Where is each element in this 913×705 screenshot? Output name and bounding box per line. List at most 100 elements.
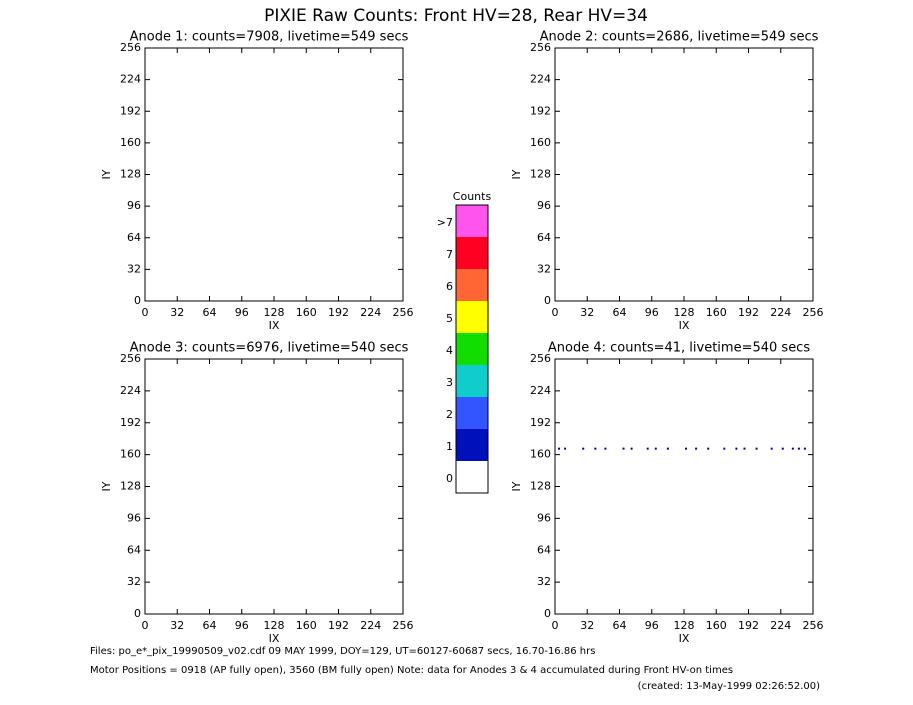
x-tick-label: 64 bbox=[203, 306, 217, 319]
colorbar-label: 2 bbox=[446, 408, 453, 421]
colorbar-label: 6 bbox=[446, 280, 453, 293]
x-tick-label: 192 bbox=[738, 306, 759, 319]
colorbar-label: 4 bbox=[446, 344, 453, 357]
colorbar-title: Counts bbox=[453, 190, 492, 203]
x-tick-label: 96 bbox=[235, 306, 249, 319]
point bbox=[654, 447, 657, 450]
plot-frame bbox=[554, 47, 814, 302]
x-tick-label: 96 bbox=[645, 306, 659, 319]
panel-title: Anode 3: counts=6976, livetime=540 secs bbox=[130, 341, 409, 356]
y-tick-label: 32 bbox=[537, 262, 551, 275]
point bbox=[755, 447, 758, 450]
y-tick-label: 256 bbox=[530, 41, 551, 54]
x-tick-label: 0 bbox=[142, 619, 149, 632]
point bbox=[594, 447, 597, 450]
y-tick-label: 32 bbox=[537, 575, 551, 588]
x-tick-label: 224 bbox=[360, 619, 381, 632]
y-tick-label: 64 bbox=[127, 231, 141, 244]
x-tick-label: 0 bbox=[552, 619, 559, 632]
point bbox=[685, 447, 688, 450]
x-tick-label: 224 bbox=[770, 619, 791, 632]
x-axis-label: IX bbox=[269, 632, 280, 645]
point bbox=[582, 447, 585, 450]
x-tick-label: 160 bbox=[706, 306, 727, 319]
colorbar-swatch bbox=[456, 333, 488, 365]
y-tick-label: 0 bbox=[134, 294, 141, 307]
y-tick-label: 256 bbox=[120, 352, 141, 365]
x-tick-label: 0 bbox=[552, 306, 559, 319]
y-tick-label: 96 bbox=[537, 511, 551, 524]
y-tick-label: 224 bbox=[120, 73, 141, 86]
point bbox=[646, 447, 649, 450]
y-tick-label: 224 bbox=[530, 73, 551, 86]
x-tick-label: 256 bbox=[803, 619, 824, 632]
colorbar-swatch bbox=[456, 397, 488, 429]
x-tick-label: 128 bbox=[264, 619, 285, 632]
y-tick-label: 224 bbox=[120, 384, 141, 397]
colorbar-label: 5 bbox=[446, 312, 453, 325]
point bbox=[735, 447, 738, 450]
y-tick-label: 64 bbox=[537, 231, 551, 244]
y-tick-label: 160 bbox=[120, 448, 141, 461]
x-tick-label: 0 bbox=[142, 306, 149, 319]
panel-title: Anode 2: counts=2686, livetime=549 secs bbox=[540, 30, 819, 45]
colorbar-label: 3 bbox=[446, 376, 453, 389]
point bbox=[797, 447, 800, 450]
y-axis-label: IY bbox=[510, 481, 523, 491]
x-tick-label: 256 bbox=[393, 619, 414, 632]
colorbar-frame bbox=[455, 204, 489, 494]
y-tick-label: 128 bbox=[530, 480, 551, 493]
y-tick-label: 96 bbox=[537, 199, 551, 212]
footer-files: Files: po_e*_pix_19990509_v02.cdf 09 MAY… bbox=[90, 646, 595, 657]
point bbox=[803, 447, 806, 450]
x-tick-label: 160 bbox=[296, 619, 317, 632]
y-axis-label: IY bbox=[510, 169, 523, 179]
colorbar-swatch bbox=[456, 237, 488, 269]
point bbox=[630, 447, 633, 450]
y-axis-label: IY bbox=[100, 481, 113, 491]
y-tick-label: 160 bbox=[530, 448, 551, 461]
x-tick-label: 160 bbox=[706, 619, 727, 632]
y-axis-label: IY bbox=[100, 169, 113, 179]
x-tick-label: 192 bbox=[328, 619, 349, 632]
point bbox=[558, 447, 561, 450]
y-tick-label: 160 bbox=[120, 136, 141, 149]
colorbar-swatch bbox=[456, 365, 488, 397]
point bbox=[604, 447, 607, 450]
main-title: PIXIE Raw Counts: Front HV=28, Rear HV=3… bbox=[264, 6, 648, 26]
point bbox=[666, 447, 669, 450]
y-tick-label: 64 bbox=[127, 543, 141, 556]
y-tick-label: 192 bbox=[120, 104, 141, 117]
y-tick-label: 96 bbox=[127, 199, 141, 212]
plot-frame bbox=[554, 358, 814, 615]
colorbar-swatch bbox=[456, 301, 488, 333]
x-tick-label: 192 bbox=[738, 619, 759, 632]
colorbar-swatch bbox=[456, 461, 488, 493]
point bbox=[743, 447, 746, 450]
x-tick-label: 256 bbox=[803, 306, 824, 319]
y-tick-label: 192 bbox=[120, 416, 141, 429]
y-tick-label: 0 bbox=[134, 607, 141, 620]
x-tick-label: 224 bbox=[770, 306, 791, 319]
plot-frame bbox=[144, 47, 404, 302]
plot-frame bbox=[144, 358, 404, 615]
x-tick-label: 64 bbox=[613, 619, 627, 632]
point bbox=[770, 447, 773, 450]
y-tick-label: 128 bbox=[120, 168, 141, 181]
y-tick-label: 0 bbox=[544, 607, 551, 620]
x-tick-label: 96 bbox=[235, 619, 249, 632]
x-tick-label: 224 bbox=[360, 306, 381, 319]
footer-motor: Motor Positions = 0918 (AP fully open), … bbox=[90, 665, 733, 676]
x-tick-label: 128 bbox=[674, 619, 695, 632]
colorbar-label: >7 bbox=[437, 216, 453, 229]
x-tick-label: 192 bbox=[328, 306, 349, 319]
x-axis-label: IX bbox=[679, 632, 690, 645]
x-tick-label: 32 bbox=[170, 306, 184, 319]
y-tick-label: 128 bbox=[530, 168, 551, 181]
x-tick-label: 256 bbox=[393, 306, 414, 319]
point bbox=[707, 447, 710, 450]
y-tick-label: 192 bbox=[530, 416, 551, 429]
point bbox=[695, 447, 698, 450]
x-tick-label: 32 bbox=[580, 619, 594, 632]
point bbox=[781, 447, 784, 450]
